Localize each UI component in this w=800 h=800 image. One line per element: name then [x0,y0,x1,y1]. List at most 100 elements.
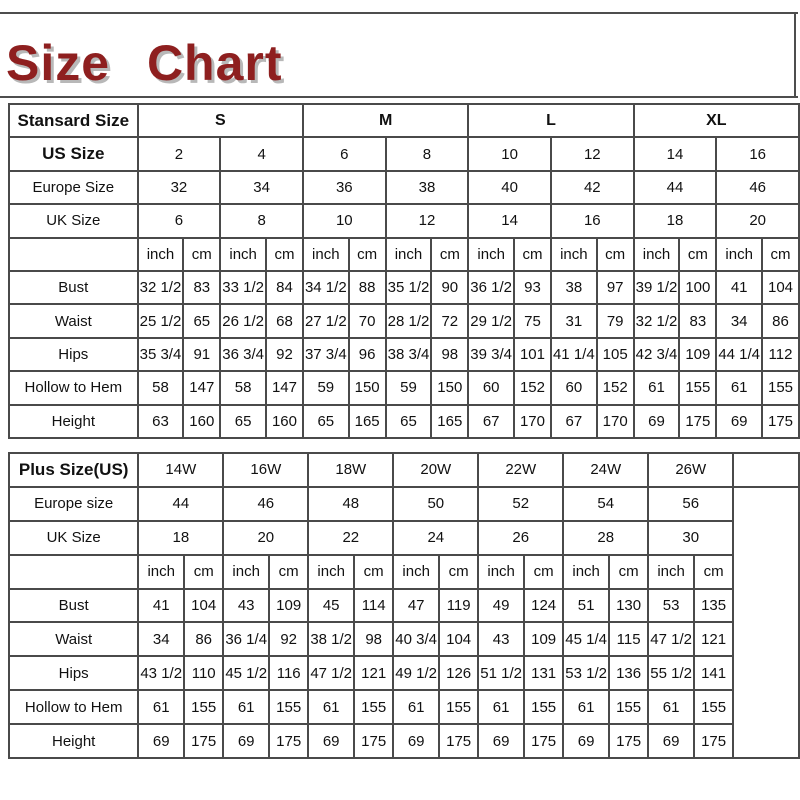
size-cell: 46 [715,169,800,206]
size-cell: 28 [562,519,650,556]
size-cell: 24W [562,452,650,488]
size-cell: 69 [477,723,525,760]
size-cell: 165 [430,403,470,439]
size-cell: 70 [347,303,387,339]
size-cell: 44 [137,485,225,522]
size-cell: 175 [268,723,310,760]
size-cell: 26 1/2 [219,303,267,339]
size-cell: L [467,102,635,139]
size-cell: 141 [692,655,735,692]
size-cell: 105 [595,336,635,373]
size-cell: 52 [477,485,565,522]
size-cell: cm [353,553,395,590]
size-cell: 12 [549,136,635,172]
size-cell: cm [678,236,718,272]
size-cell: 42 [549,169,635,206]
size-cell: 27 1/2 [301,303,350,339]
size-cell: 175 [607,723,650,760]
size-cell: 61 [307,689,356,726]
size-cell: 109 [522,621,565,658]
size-cell: 65 [301,403,350,439]
size-cell: 40 3/4 [392,621,441,658]
size-cell: 175 [438,723,480,760]
size-cell: 16W [222,452,310,488]
size-cell: 83 [678,303,718,339]
size-cell: 38 [549,269,598,306]
table-row: Plus Size(US) 14W 16W 18W 20W 22W 24W 26W [7,452,800,488]
row-label [8,236,139,272]
size-cell: 32 1/2 [136,269,185,306]
size-cell: inch [715,236,764,272]
size-cell: 72 [430,303,470,339]
row-label [7,553,140,590]
size-cell: 51 1/2 [477,655,525,692]
size-cell: 124 [522,587,565,624]
size-cell: 115 [607,621,650,658]
table-row: inch cm inch cm inch cm inch cm inch cm inch cm inch… [8,236,800,272]
size-cell: 59 [384,370,433,406]
size-cell: 6 [136,203,222,239]
size-cell: inch [384,236,433,272]
size-cell: 49 [477,587,525,624]
size-cell: 83 [182,269,222,306]
row-label: UK Size [7,519,140,556]
size-cell: 14 [467,203,552,239]
table-row: US Size 2 4 6 8 10 12 14 16 [8,136,800,172]
size-cell: 130 [607,587,650,624]
size-cell: 104 [761,269,800,306]
size-cell: 69 [137,723,186,760]
row-label: Hips [8,336,139,373]
right-edge-line [794,12,796,98]
row-label: Stansard Size [8,102,139,139]
size-cell: M [301,102,470,139]
table-row: Height 63 160 65 160 65 165 65 165 67 170 67 170 69 17… [8,403,800,439]
size-cell: 35 1/2 [384,269,433,306]
size-cell: 47 1/2 [307,655,356,692]
row-label: Waist [7,621,140,658]
size-cell: 104 [438,621,480,658]
size-cell: 41 [715,269,764,306]
top-divider-line [0,12,798,14]
size-cell: 61 [647,689,695,726]
row-label: Waist [8,303,139,339]
size-cell: 44 [632,169,718,206]
size-cell: 36 3/4 [219,336,267,373]
table-row: Hollow to Hem 61 155 61 155 61 155 61 155 61 155 61… [7,689,799,726]
size-cell: 69 [392,723,441,760]
size-cell: 170 [513,403,552,439]
size-cell: 29 1/2 [467,303,516,339]
size-cell: 47 1/2 [647,621,695,658]
standard-size-table: Stansard Size S M L XL US Size 2 4 6 8 10 12 14 16 Eur… [8,102,800,439]
table-row: Stansard Size S M L XL [8,102,800,139]
size-cell: 69 [222,723,271,760]
size-cell: inch [136,236,185,272]
size-cell: 32 1/2 [632,303,681,339]
size-cell: 170 [595,403,635,439]
row-label: Bust [8,269,139,306]
size-cell: 175 [183,723,225,760]
size-cell: 93 [513,269,552,306]
size-cell: 61 [477,689,525,726]
size-cell: 155 [607,689,650,726]
size-cell: 25 1/2 [136,303,185,339]
row-label: Hips [7,655,140,692]
size-cell: 175 [692,723,735,760]
size-cell: 39 3/4 [467,336,516,373]
size-cell: 69 [562,723,610,760]
size-cell: 61 [392,689,441,726]
size-cell: 28 1/2 [384,303,433,339]
size-cell: 61 [632,370,681,406]
size-cell: 69 [307,723,356,760]
size-cell: 131 [522,655,565,692]
size-cell: 175 [678,403,718,439]
size-cell: 63 [136,403,185,439]
size-cell: 43 1/2 [137,655,186,692]
size-cell: 114 [353,587,395,624]
size-cell: 43 [222,587,271,624]
empty-cell [732,452,800,488]
size-cell: 155 [522,689,565,726]
size-cell: 121 [353,655,395,692]
size-cell: 16 [549,203,635,239]
table-row: Europe size 44 46 48 50 52 54 56 [7,485,800,760]
